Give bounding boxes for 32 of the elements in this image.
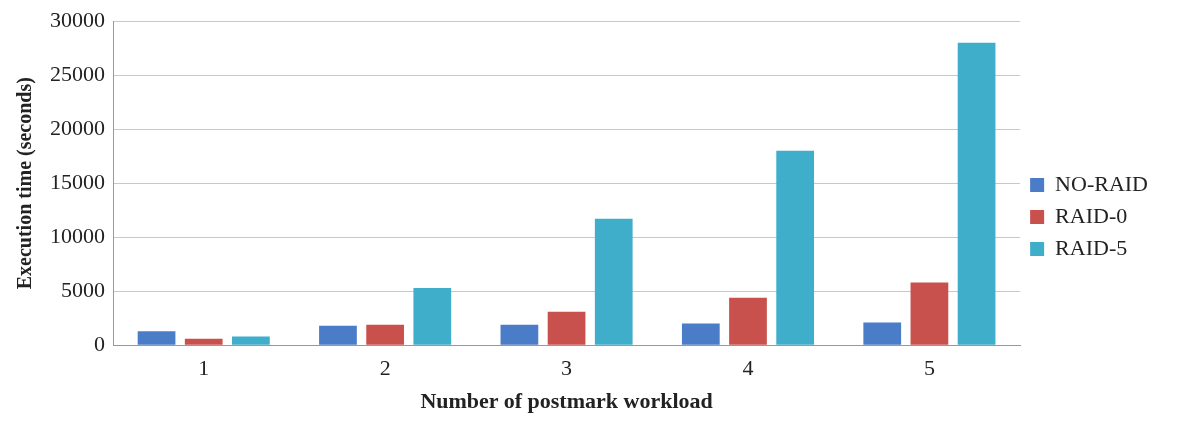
bar xyxy=(863,322,902,345)
bar xyxy=(547,311,586,345)
x-tick-label: 4 xyxy=(742,355,754,381)
x-axis-title: Number of postmark workload xyxy=(420,388,713,414)
bar xyxy=(910,282,949,345)
bar xyxy=(776,150,815,345)
bar xyxy=(594,218,633,345)
bar xyxy=(137,331,176,345)
bar xyxy=(413,287,452,345)
bar xyxy=(366,324,405,345)
bar xyxy=(319,325,357,345)
legend-label: RAID-5 xyxy=(1055,234,1128,260)
y-tick-label: 5000 xyxy=(61,276,105,302)
x-tick-label: 3 xyxy=(561,355,573,381)
bar xyxy=(729,297,767,345)
bar xyxy=(500,324,539,345)
y-tick-label: 30000 xyxy=(50,6,105,32)
x-tick-label: 1 xyxy=(198,355,210,381)
bar xyxy=(681,323,720,345)
legend-label: RAID-0 xyxy=(1055,202,1128,228)
y-axis-title: Execution time (seconds) xyxy=(13,77,37,290)
bar xyxy=(184,338,223,345)
y-tick-label: 15000 xyxy=(50,168,105,194)
legend-label: NO-RAID xyxy=(1055,170,1149,196)
x-tick-label: 5 xyxy=(923,355,935,381)
bar xyxy=(232,336,270,345)
y-tick-label: 25000 xyxy=(50,60,105,86)
bar xyxy=(957,42,996,345)
y-tick-label: 20000 xyxy=(50,114,105,140)
x-tick-label: 2 xyxy=(379,355,391,381)
y-tick-label: 10000 xyxy=(50,222,105,248)
y-tick-label: 0 xyxy=(94,330,105,356)
